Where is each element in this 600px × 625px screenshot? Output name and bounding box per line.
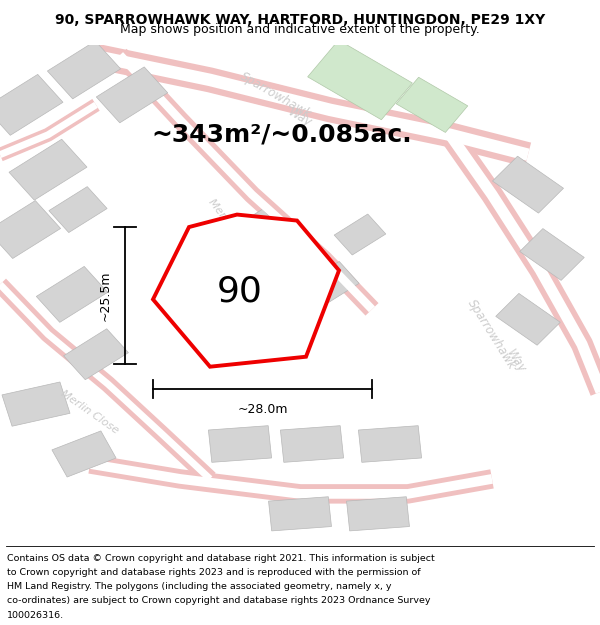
- Text: 90: 90: [217, 275, 263, 309]
- Text: 100026316.: 100026316.: [7, 611, 64, 619]
- Polygon shape: [301, 261, 359, 308]
- Polygon shape: [2, 382, 70, 426]
- Polygon shape: [97, 67, 167, 123]
- Text: Sparrowhawk: Sparrowhawk: [238, 69, 314, 121]
- Polygon shape: [334, 214, 386, 255]
- Polygon shape: [0, 74, 63, 135]
- Text: ~28.0m: ~28.0m: [237, 403, 288, 416]
- Polygon shape: [49, 187, 107, 232]
- Polygon shape: [520, 229, 584, 281]
- Polygon shape: [493, 156, 563, 213]
- Text: Way: Way: [286, 106, 314, 129]
- Polygon shape: [64, 329, 128, 379]
- Polygon shape: [0, 201, 61, 259]
- Polygon shape: [47, 41, 121, 99]
- Text: Sparrowhawk: Sparrowhawk: [465, 297, 519, 372]
- Text: Merlin Close: Merlin Close: [59, 388, 121, 435]
- Text: Way: Way: [504, 348, 528, 376]
- Text: ~25.5m: ~25.5m: [98, 271, 112, 321]
- Text: co-ordinates) are subject to Crown copyright and database rights 2023 Ordnance S: co-ordinates) are subject to Crown copyr…: [7, 596, 431, 606]
- Polygon shape: [208, 426, 272, 462]
- Polygon shape: [396, 78, 468, 132]
- Text: Merlin Close: Merlin Close: [206, 197, 256, 257]
- Polygon shape: [269, 497, 331, 531]
- Polygon shape: [496, 293, 560, 345]
- Polygon shape: [153, 214, 339, 367]
- Text: ~343m²/~0.085ac.: ~343m²/~0.085ac.: [152, 122, 412, 147]
- Polygon shape: [308, 40, 412, 120]
- Polygon shape: [37, 266, 107, 322]
- Text: Map shows position and indicative extent of the property.: Map shows position and indicative extent…: [120, 23, 480, 36]
- Polygon shape: [220, 209, 284, 260]
- Text: to Crown copyright and database rights 2023 and is reproduced with the permissio: to Crown copyright and database rights 2…: [7, 568, 421, 578]
- Text: 90, SPARROWHAWK WAY, HARTFORD, HUNTINGDON, PE29 1XY: 90, SPARROWHAWK WAY, HARTFORD, HUNTINGDO…: [55, 12, 545, 27]
- Polygon shape: [52, 431, 116, 477]
- Polygon shape: [9, 139, 87, 200]
- Text: HM Land Registry. The polygons (including the associated geometry, namely x, y: HM Land Registry. The polygons (includin…: [7, 582, 392, 591]
- Polygon shape: [347, 497, 409, 531]
- Polygon shape: [358, 426, 422, 462]
- Text: Contains OS data © Crown copyright and database right 2021. This information is : Contains OS data © Crown copyright and d…: [7, 554, 435, 563]
- Polygon shape: [280, 426, 344, 462]
